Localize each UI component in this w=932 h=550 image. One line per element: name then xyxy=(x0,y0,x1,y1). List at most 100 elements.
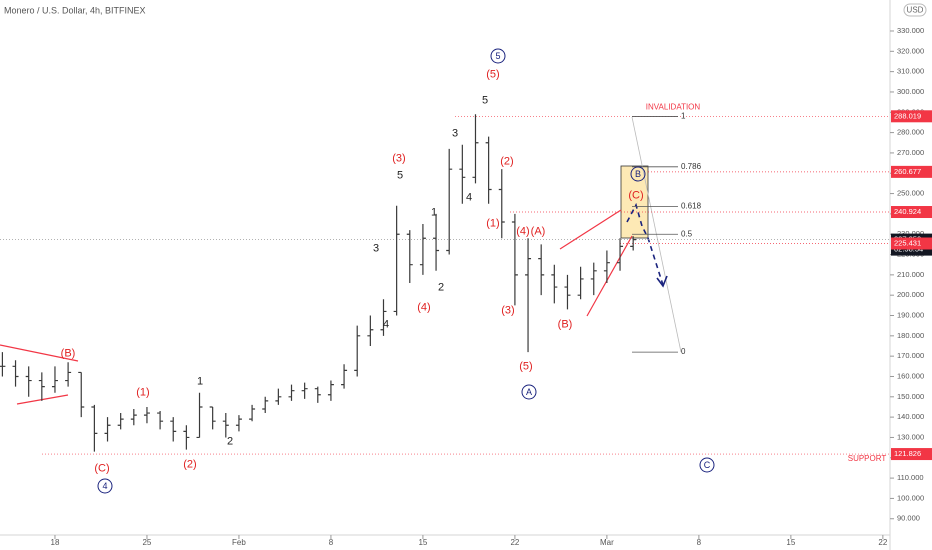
y-tick-label: 130.000 xyxy=(897,432,924,441)
ohlc-bar xyxy=(419,224,426,275)
wave-label: (2) xyxy=(500,155,513,167)
wave-label: 5 xyxy=(495,51,500,61)
price-tag xyxy=(891,110,932,123)
ohlc-bar xyxy=(157,411,164,430)
wave-label: 4 xyxy=(466,191,472,203)
wave-label: (5) xyxy=(486,68,499,80)
ohlc-bar xyxy=(51,366,58,393)
trend-line xyxy=(0,344,79,362)
x-tick-label: Feb xyxy=(232,538,246,547)
y-tick-label: 110.000 xyxy=(897,473,924,482)
ohlc-bar xyxy=(25,366,32,397)
ohlc-bar xyxy=(104,417,111,442)
fib-label: 0 xyxy=(681,347,686,356)
x-tick-label: 8 xyxy=(329,538,334,547)
wave-label: (4) xyxy=(516,225,529,237)
ohlc-bar xyxy=(275,388,282,405)
chart-title: Monero / U.S. Dollar, 4h, BITFINEX xyxy=(4,5,146,15)
y-tick-label: 190.000 xyxy=(897,310,924,319)
currency-label: USD xyxy=(907,6,924,15)
wave-label: (3) xyxy=(501,304,514,316)
wave-label: 4 xyxy=(383,318,389,330)
ohlc-bar xyxy=(380,299,387,336)
wave-label: (B) xyxy=(61,347,76,359)
ohlc-bar xyxy=(485,136,492,204)
ohlc-bar xyxy=(78,371,85,418)
y-tick-label: 160.000 xyxy=(897,371,924,380)
trend-line xyxy=(16,394,69,405)
wave-label: 1 xyxy=(197,375,203,387)
wave-label: 5 xyxy=(482,94,488,106)
wave-circle xyxy=(97,478,113,494)
ohlc-bar xyxy=(630,236,637,251)
price-tag-label: 260.677 xyxy=(894,167,921,176)
y-tick-label: 300.000 xyxy=(897,87,924,96)
arrow-head xyxy=(656,275,668,288)
ohlc-bar xyxy=(564,274,571,310)
fib-label: 1 xyxy=(681,111,686,120)
ohlc-bar xyxy=(603,250,610,283)
price-tag-label: 288.019 xyxy=(894,111,921,120)
wave-label: 2 xyxy=(438,281,444,293)
wave-label: (C) xyxy=(94,462,109,474)
ohlc-bar xyxy=(0,352,6,377)
y-tick-label: 310.000 xyxy=(897,67,924,76)
ohlc-bar xyxy=(525,238,532,353)
wave-label: (4) xyxy=(417,301,430,313)
ohlc-bar xyxy=(393,205,400,316)
ohlc-bar xyxy=(354,325,361,377)
price-tag-label: 225.431 xyxy=(894,238,921,247)
x-tick-label: 25 xyxy=(142,538,151,547)
wave-label: 1 xyxy=(431,206,437,218)
ohlc-bar xyxy=(222,413,229,438)
y-tick-label: 90.000 xyxy=(897,514,920,523)
channel-line xyxy=(586,235,633,317)
ohlc-bar xyxy=(498,169,505,239)
ohlc-bar xyxy=(446,148,453,255)
wave-label: (A) xyxy=(531,225,546,237)
wave-label: 2 xyxy=(227,435,233,447)
wave-label: A xyxy=(526,387,532,397)
y-tick-label: 210.000 xyxy=(897,270,924,279)
price-note: SUPPORT xyxy=(848,454,887,463)
ohlc-bar xyxy=(38,372,45,401)
ohlc-bar xyxy=(65,362,72,387)
currency-badge xyxy=(903,3,927,17)
ohlc-bar xyxy=(314,386,321,403)
ohlc-bar xyxy=(301,382,308,399)
ohlc-bar xyxy=(577,266,584,300)
ohlc-bar xyxy=(288,384,295,401)
ohlc-bar xyxy=(327,380,334,401)
channel-line xyxy=(559,209,622,250)
wave-circle xyxy=(490,48,506,64)
price-tag xyxy=(891,206,932,219)
wave-label: (1) xyxy=(486,217,499,229)
ohlc-bar xyxy=(170,417,177,442)
ohlc-bar xyxy=(367,315,374,346)
ohlc-bar xyxy=(130,408,137,426)
ohlc-bar xyxy=(511,213,518,306)
x-tick-label: 8 xyxy=(697,538,702,547)
ohlc-bar xyxy=(91,404,98,452)
y-tick-label: 330.000 xyxy=(897,26,924,35)
y-tick-label: 170.000 xyxy=(897,351,924,360)
ohlc-bar xyxy=(590,262,597,296)
wave-label: (1) xyxy=(136,386,149,398)
ohlc-bar xyxy=(472,114,479,184)
wave-circle xyxy=(630,166,646,182)
wave-label: C xyxy=(704,460,711,470)
ohlc-bar xyxy=(262,396,269,414)
ohlc-bar xyxy=(406,230,413,283)
fib-label: 0.786 xyxy=(681,162,702,171)
wave-label: 5 xyxy=(397,169,403,181)
wave-label: 3 xyxy=(452,127,458,139)
ohlc-bar xyxy=(235,415,242,432)
ohlc-bar xyxy=(551,264,558,304)
x-tick-label: 22 xyxy=(510,538,519,547)
x-tick-label: 22 xyxy=(878,538,887,547)
price-note: INVALIDATION xyxy=(646,102,701,111)
ohlc-bar xyxy=(341,364,348,389)
price-tag xyxy=(891,165,932,178)
ohlc-bar xyxy=(433,213,440,271)
